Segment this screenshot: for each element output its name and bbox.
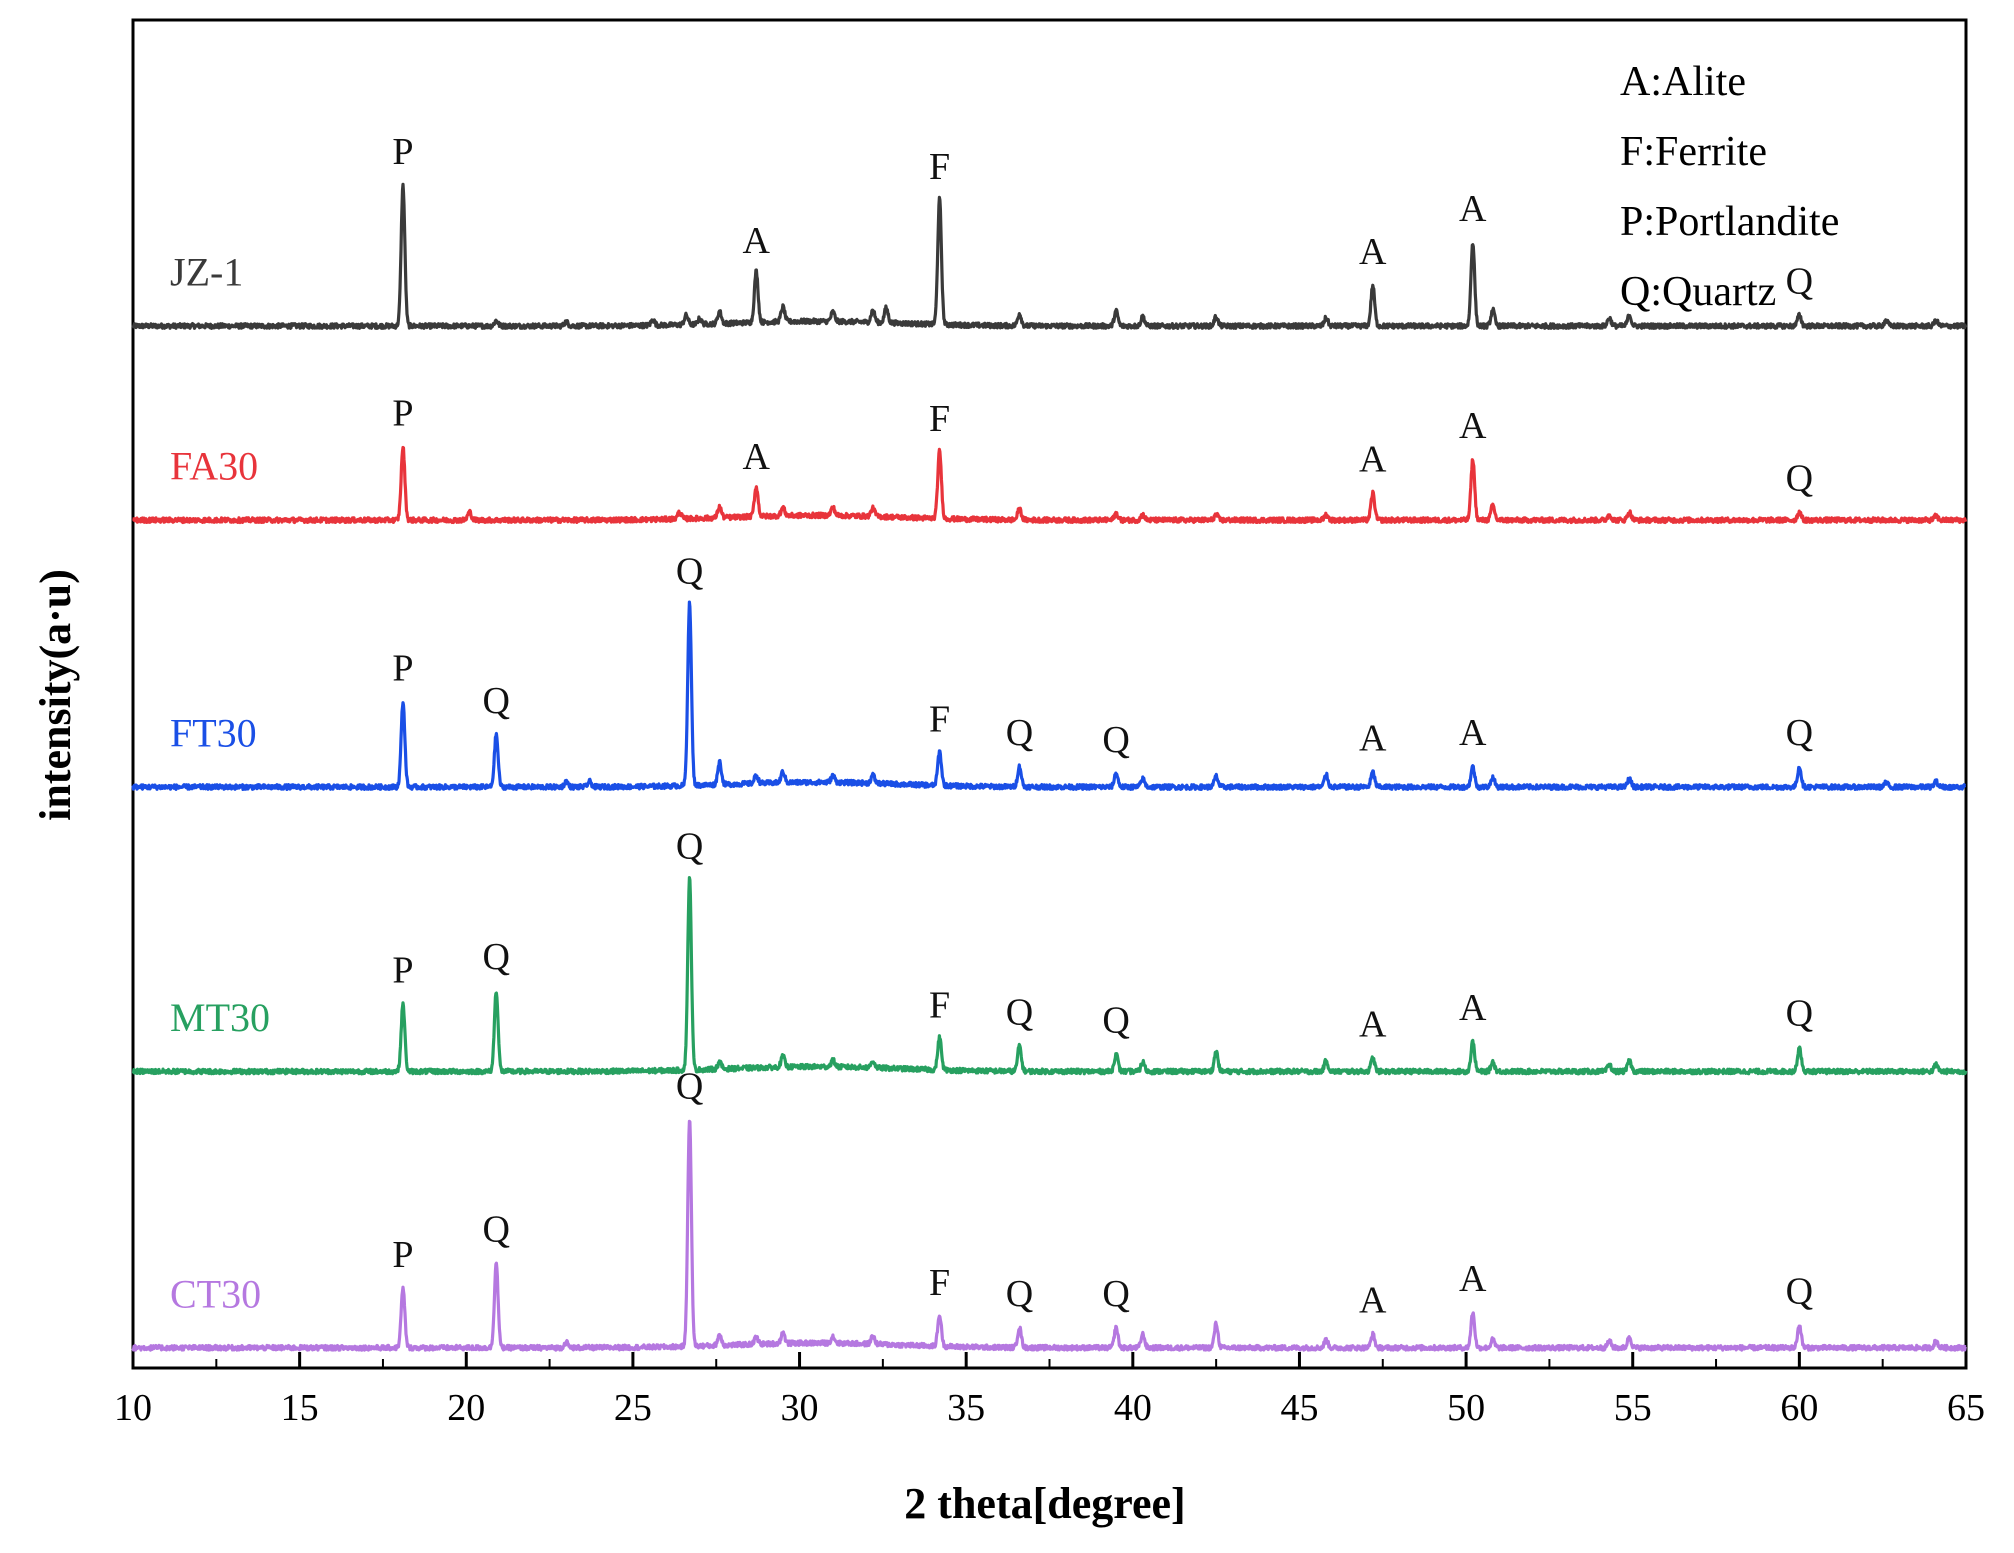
peak-label-mt30: A [1359,1003,1387,1045]
peak-label-ft30: Q [483,680,510,722]
series-layer [131,182,1968,1352]
peak-label-fa30: A [1459,405,1487,447]
x-tick-label: 40 [1114,1387,1152,1429]
peak-label-ct30: Q [1006,1273,1033,1315]
series-line-mt30 [131,875,1968,1076]
peak-label-ft30: A [1359,718,1387,760]
peak-label-jz-1: F [929,146,950,188]
peak-label-ft30: Q [1102,719,1129,761]
peak-label-jz-1: P [392,131,413,173]
peak-label-mt30: Q [676,825,703,867]
series-line-fa30 [131,445,1968,525]
series-line-jz-1 [131,182,1968,330]
series-label-ft30: FT30 [170,711,257,756]
legend-entry-portlandite: P:Portlandite [1620,199,1839,245]
x-axis-ticks: 10 15 20 25 30 35 40 45 50 55 60 65 [114,1352,1985,1429]
series-labels: JZ-1 FA30 FT30 MT30 CT30 [170,250,270,1317]
x-tick-label: 65 [1947,1387,1985,1429]
peak-label-mt30: Q [1786,993,1813,1035]
peak-label-fa30: A [742,436,770,478]
peak-label-ct30: Q [1786,1270,1813,1312]
x-tick-label: 50 [1447,1387,1485,1429]
peak-label-fa30: Q [1786,457,1813,499]
x-axis-title: 2 theta[degree] [904,1479,1185,1528]
series-line-ct30 [131,1119,1967,1352]
x-tick-label: 60 [1780,1387,1818,1429]
peak-label-mt30: Q [1102,999,1129,1041]
peak-label-mt30: A [1459,987,1487,1029]
peak-label-jz-1: Q [1786,261,1813,303]
peak-label-ct30: A [1459,1258,1487,1300]
legend-entry-alite: A:Alite [1620,59,1746,105]
peak-label-mt30: P [392,949,413,991]
peak-label-ct30: Q [676,1065,703,1107]
peak-label-ct30: A [1359,1280,1387,1322]
peak-label-jz-1: A [1359,231,1387,273]
peak-label-mt30: Q [483,936,510,978]
peak-label-ft30: P [392,648,413,690]
peak-label-jz-1: A [742,220,770,262]
peak-label-mt30: F [929,985,950,1027]
peak-label-fa30: F [929,398,950,440]
peak-label-jz-1: A [1459,188,1487,230]
series-label-ct30: CT30 [170,1271,261,1316]
peak-label-ft30: Q [676,550,703,592]
peak-label-ft30: F [929,699,950,741]
x-tick-label: 10 [114,1387,152,1429]
series-line-ft30 [131,600,1967,792]
peak-label-ft30: Q [1786,712,1813,754]
peak-label-ct30: F [929,1262,950,1304]
x-tick-label: 55 [1614,1387,1652,1429]
y-axis-title: intensity(a·u) [31,569,80,821]
x-tick-label: 35 [947,1387,985,1429]
series-label-jz-1: JZ-1 [170,250,243,295]
peak-label-ft30: A [1459,712,1487,754]
legend-entry-quartz: Q:Quartz [1620,269,1776,315]
series-label-mt30: MT30 [170,995,270,1040]
peak-label-ct30: P [392,1234,413,1276]
peak-label-mt30: Q [1006,991,1033,1033]
peak-label-ft30: Q [1006,712,1033,754]
series-label-fa30: FA30 [170,444,258,489]
peak-label-fa30: P [392,393,413,435]
x-tick-label: 20 [447,1387,485,1429]
x-tick-label: 30 [781,1387,819,1429]
x-tick-label: 45 [1280,1387,1318,1429]
legend: A:Alite F:Ferrite P:Portlandite Q:Quartz [1620,59,1839,315]
peak-annotations: P A F A A Q P A F A A Q P Q Q F Q Q A A Q P Q Q F Q Q A A Q P Q Q F Q Q A A Q [392,131,1813,1321]
legend-entry-ferrite: F:Ferrite [1620,129,1767,175]
x-tick-label: 25 [614,1387,652,1429]
peak-label-ct30: Q [483,1208,510,1250]
peak-label-fa30: A [1359,439,1387,481]
peak-label-ct30: Q [1102,1273,1129,1315]
x-tick-label: 15 [281,1387,319,1429]
